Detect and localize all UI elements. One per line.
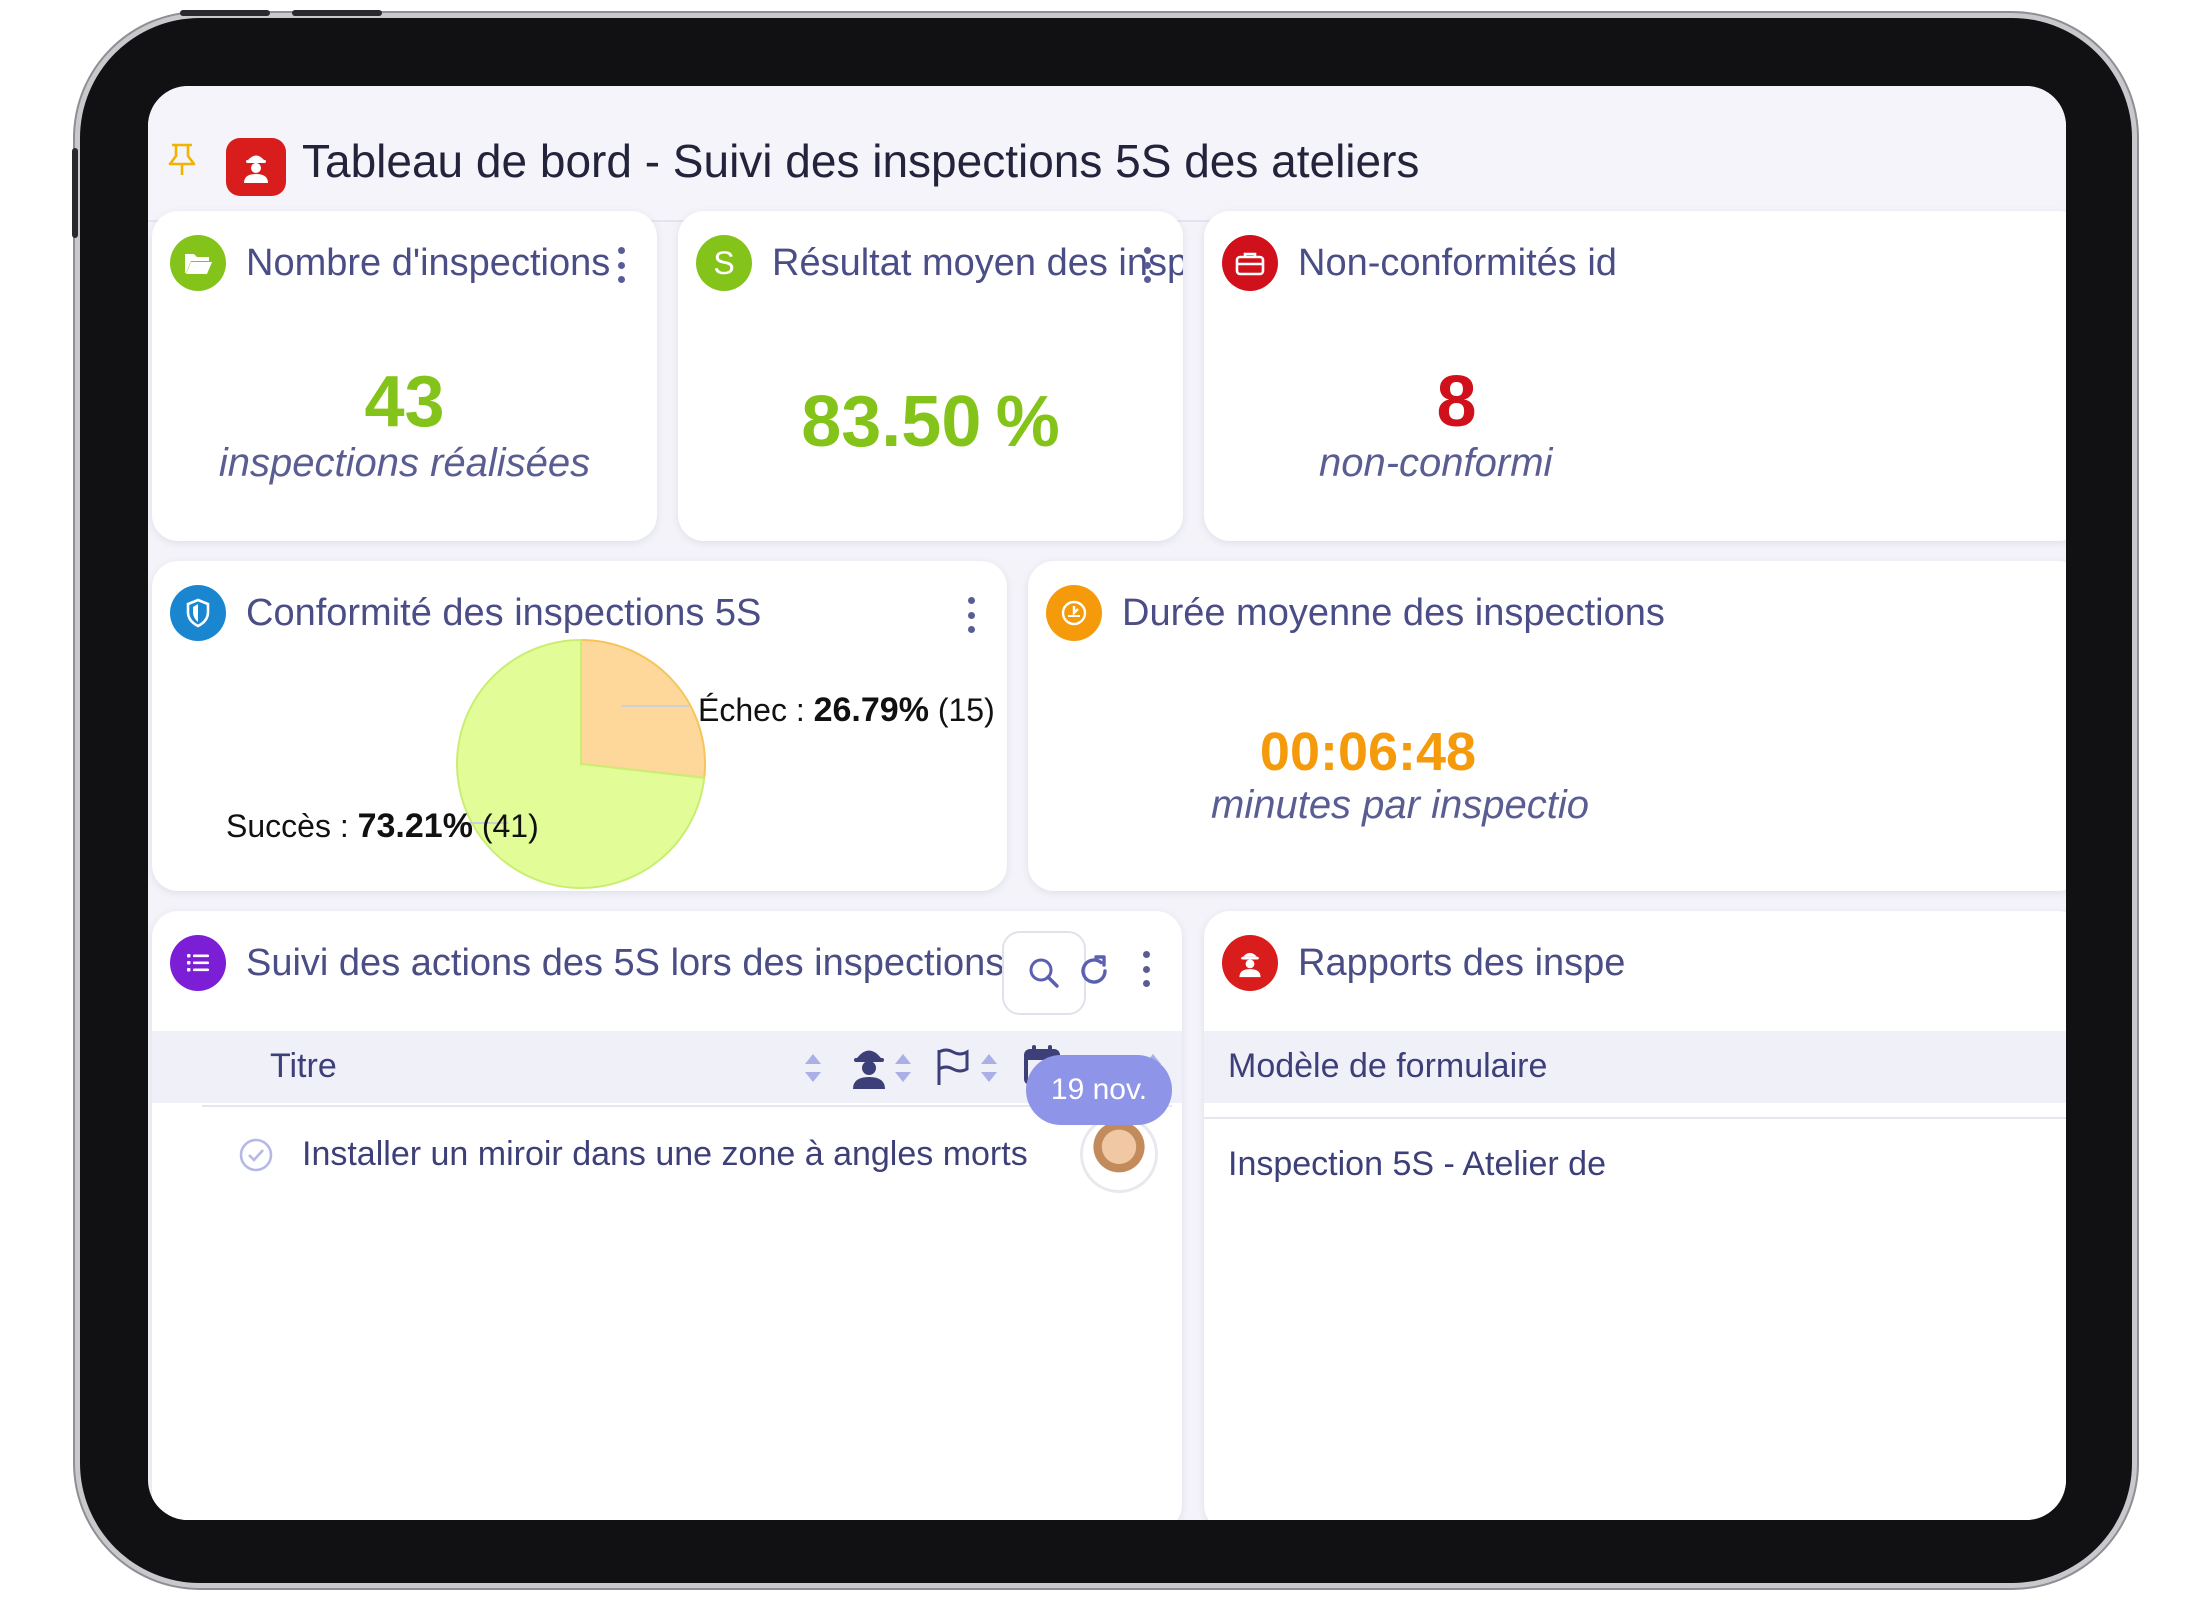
pie-slice-fail[interactable] <box>580 638 706 780</box>
list-icon <box>170 935 226 991</box>
pie-label-fail: Échec : 26.79% (15) <box>698 691 995 729</box>
flag-icon[interactable] <box>934 1047 972 1087</box>
kpi-subtitle: minutes par inspectio <box>1211 783 1589 827</box>
top-button <box>180 10 270 16</box>
refresh-icon[interactable] <box>1074 951 1114 991</box>
card-title: Conformité des inspections 5S <box>246 591 762 634</box>
more-options-icon[interactable] <box>965 597 977 633</box>
table-row[interactable]: Inspection 5S - Atelier de <box>1204 1117 2066 1207</box>
app-screen: Tableau de bord - Suivi des inspections … <box>148 86 2066 1520</box>
average-result-card: S Résultat moyen des inspecti... 83.50 % <box>678 211 1183 541</box>
card-title: Durée moyenne des inspections <box>1122 591 1665 634</box>
table-header: Modèle de formulaire <box>1204 1031 2066 1103</box>
row-model: Inspection 5S - Atelier de <box>1228 1145 1607 1183</box>
more-options-icon[interactable] <box>1140 951 1152 987</box>
pin-icon[interactable] <box>166 142 198 176</box>
sort-icon[interactable] <box>978 1051 1000 1085</box>
pie-label-success: Succès : 73.21% (41) <box>226 807 539 845</box>
sort-icon[interactable] <box>892 1051 914 1085</box>
card-title: Suivi des actions des 5S lors des inspec… <box>246 941 1005 984</box>
more-options-icon[interactable] <box>615 247 627 283</box>
average-duration-card: Durée moyenne des inspections 00:06:48 m… <box>1028 561 2066 891</box>
avatar <box>1080 1115 1158 1193</box>
kpi-subtitle: non-conformi <box>1319 441 1553 485</box>
volume-button <box>72 148 78 238</box>
page-title: Tableau de bord - Suivi des inspections … <box>302 135 1420 187</box>
kpi-value: 43 <box>364 362 445 442</box>
table-header: Titre <box>152 1031 1182 1103</box>
kpi-subtitle: inspections réalisées <box>218 441 591 485</box>
inspections-count-card: Nombre d'inspections 43 inspections réal… <box>152 211 657 541</box>
search-button[interactable] <box>1002 931 1086 1015</box>
column-header-model[interactable]: Modèle de formulaire <box>1228 1047 1548 1085</box>
folder-open-icon <box>170 235 226 291</box>
gauge-icon <box>1046 585 1102 641</box>
date-badge[interactable]: 19 nov. <box>1026 1055 1172 1125</box>
kpi-value: 8 <box>1436 362 1477 442</box>
pie-slice-success[interactable] <box>456 638 706 889</box>
card-title: Non-conformités id <box>1298 241 1617 284</box>
check-circle-icon[interactable] <box>238 1137 274 1173</box>
card-title: Rapports des inspe <box>1298 941 1626 984</box>
row-title: Installer un miroir dans une zone à angl… <box>302 1135 1028 1173</box>
top-button-2 <box>292 10 382 16</box>
reports-card: Rapports des inspe Modèle de formulaire … <box>1204 911 2066 1520</box>
card-title: Résultat moyen des inspecti... <box>772 241 1183 284</box>
inspector-icon <box>226 138 286 196</box>
shield-icon <box>170 585 226 641</box>
card-title: Nombre d'inspections <box>246 241 611 284</box>
kpi-value: 83.50 % <box>801 382 1060 462</box>
nonconformities-card: Non-conformités id 8 non-conformi <box>1204 211 2066 541</box>
inspector-icon <box>1222 935 1278 991</box>
actions-table-card: Suivi des actions des 5S lors des inspec… <box>152 911 1182 1520</box>
more-options-icon[interactable] <box>1141 247 1153 283</box>
sort-icon[interactable] <box>802 1051 824 1085</box>
pie-chart <box>456 638 706 889</box>
briefcase-icon <box>1222 235 1278 291</box>
table-row[interactable]: Installer un miroir dans une zone à angl… <box>202 1105 1172 1205</box>
letter-s-icon: S <box>696 235 752 291</box>
column-header-title[interactable]: Titre <box>270 1047 337 1085</box>
search-icon <box>1029 958 1059 988</box>
conformity-card: Conformité des inspections 5S Échec : 26… <box>152 561 1007 891</box>
header-bar: Tableau de bord - Suivi des inspections … <box>148 86 2066 222</box>
kpi-value: 00:06:48 <box>1259 722 1477 782</box>
worker-icon[interactable] <box>847 1043 891 1091</box>
